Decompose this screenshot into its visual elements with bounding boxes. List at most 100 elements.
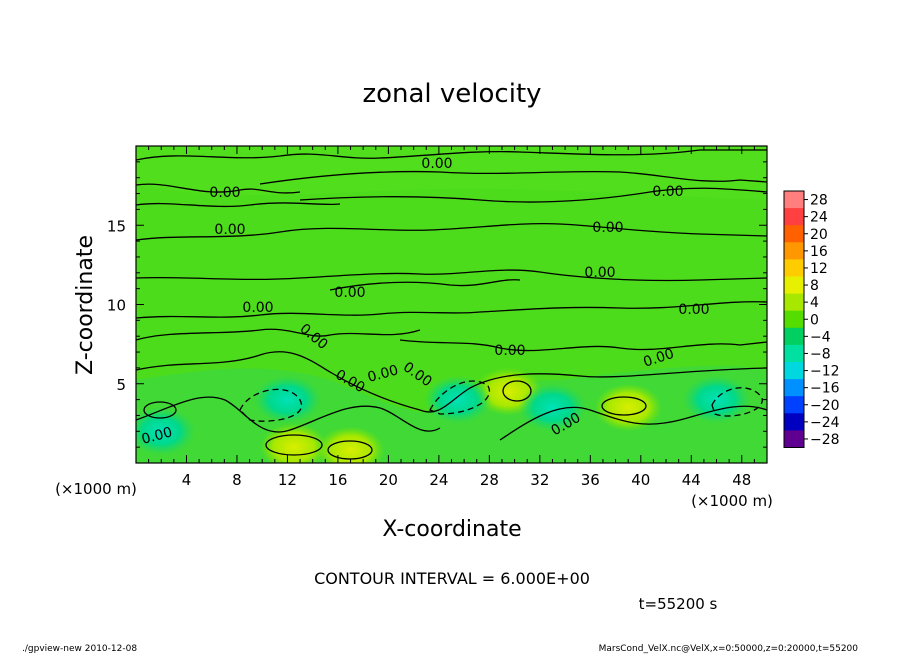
y-tick-label: 15 (107, 217, 126, 235)
colorbar-swatch (784, 327, 804, 346)
colorbar-swatch (784, 293, 804, 312)
contour-line (136, 269, 767, 282)
contour-line (259, 170, 767, 185)
x-tick-label: 8 (232, 471, 242, 489)
contour-label: 0.00 (209, 185, 240, 201)
contour-line (136, 396, 441, 433)
contour-loop-negative (239, 388, 303, 422)
colorbar-swatch (784, 310, 804, 329)
x-tick-label: 40 (631, 471, 650, 489)
x-axis-label: X-coordinate (382, 517, 521, 542)
x-tick-label: 20 (379, 471, 398, 489)
y-axis-label: Z-coordinate (73, 235, 98, 375)
colorbar-swatch (784, 362, 804, 380)
contour-label: 0.00 (140, 424, 174, 448)
colorbar-swatch (784, 344, 804, 363)
colorbar-label: −4 (810, 329, 831, 345)
contour-interval-text: CONTOUR INTERVAL = 6.000E+00 (314, 569, 590, 588)
contour-line (136, 351, 767, 413)
x-tick-label: 16 (328, 471, 347, 489)
contour-label: 0.00 (592, 220, 623, 236)
colorbar-swatch (784, 413, 804, 431)
chart-title: zonal velocity (362, 79, 541, 109)
contour-line (136, 328, 421, 341)
contour-line (399, 339, 767, 352)
colorbar-swatch (784, 430, 804, 448)
colorbar-label: −8 (810, 346, 831, 362)
colorbar-swatch (784, 191, 804, 209)
contour-loop-negative (711, 387, 763, 417)
colorbar-label: 24 (810, 210, 828, 226)
contour-line (136, 202, 341, 208)
x-units-left: (×1000 m) (55, 480, 137, 498)
colorbar-label: 8 (810, 278, 819, 294)
colorbar-label: −12 (810, 364, 840, 380)
field-minimum (136, 407, 196, 456)
x-tick-label: 44 (682, 471, 701, 489)
x-tick-label: 28 (480, 471, 499, 489)
contour-label: 0.00 (214, 222, 245, 238)
contour-loop (502, 380, 532, 402)
contour-loop (327, 440, 373, 460)
field-features (136, 367, 751, 463)
contour-lines (136, 149, 767, 460)
colorbar-label: 16 (810, 244, 828, 260)
colorbar-swatch (784, 242, 804, 260)
footer-left: ./gpview-new 2010-12-08 (22, 644, 137, 654)
x-tick-label: 36 (581, 471, 600, 489)
colorbar-swatch (784, 276, 804, 295)
x-tick-label: 32 (530, 471, 549, 489)
x-tick-label: 4 (182, 471, 192, 489)
contour-line (299, 187, 767, 203)
colorbar-label: −16 (810, 381, 840, 397)
colorbar-label: 12 (810, 261, 828, 277)
plot-field (136, 146, 767, 463)
contour-label: 0.00 (421, 156, 452, 172)
field-minimum (682, 375, 751, 424)
colorbar-label: 0 (810, 312, 819, 328)
colorbar-label: 20 (810, 227, 828, 243)
colorbar-label: −28 (810, 432, 840, 448)
contour-label: 0.00 (652, 184, 683, 200)
contour-line (136, 301, 767, 319)
colorbar-swatch (784, 208, 804, 226)
contour-line (136, 183, 301, 194)
contour-label: 0.00 (366, 362, 400, 386)
contour-label: 0.00 (242, 300, 273, 316)
field-maximum (316, 426, 385, 463)
contour-line (329, 279, 521, 291)
contour-line (136, 222, 767, 241)
x-tick-label: 48 (732, 471, 751, 489)
contour-line (136, 149, 767, 161)
colorbar-swatch (784, 379, 804, 397)
colorbar-label: −24 (810, 415, 840, 431)
contour-loop (265, 434, 323, 456)
colorbar-swatch (784, 259, 804, 277)
colorbar-swatch (784, 396, 804, 414)
contour-loop (601, 396, 647, 416)
field-minimum (253, 375, 322, 424)
time-text: t=55200 s (639, 595, 718, 613)
field-minimum (518, 383, 587, 432)
x-tick-label: 24 (429, 471, 448, 489)
footer-right: MarsCond_VelX.nc@VelX,x=0:50000,z=0:2000… (599, 644, 859, 654)
contour-label: 0.00 (678, 302, 709, 318)
contour-label: 0.00 (584, 265, 615, 281)
colorbar-label: 4 (810, 295, 819, 311)
colorbar-label: 28 (810, 193, 828, 209)
contour-label: 0.00 (494, 343, 525, 359)
field-maximum (594, 383, 663, 432)
contour-label: 0.00 (334, 285, 365, 301)
colorbar-swatch (784, 225, 804, 243)
contour-loop (143, 401, 177, 419)
field-minimum (423, 375, 492, 424)
y-tick-label: 5 (116, 376, 126, 394)
y-tick-label: 10 (107, 297, 126, 315)
x-units-right: (×1000 m) (691, 492, 773, 510)
colorbar-label: −20 (810, 398, 840, 414)
contour-line (499, 405, 767, 441)
contour-loop-negative (429, 380, 491, 415)
